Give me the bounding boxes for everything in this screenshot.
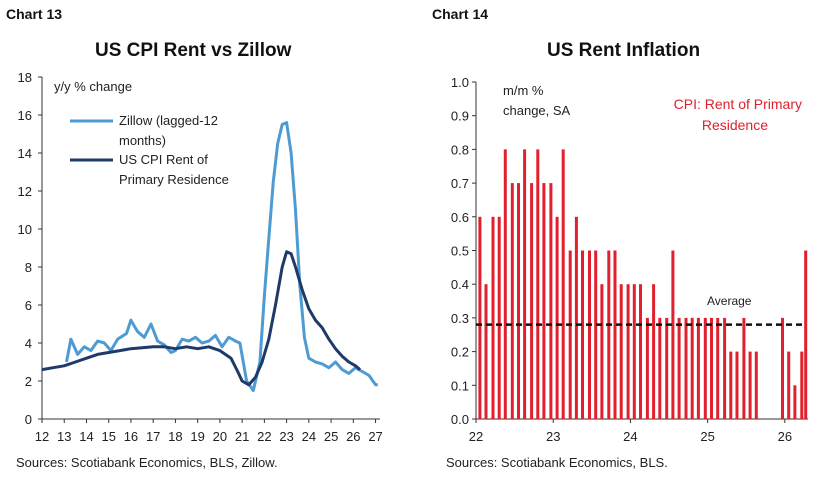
chart-13-title: US CPI Rent vs Zillow (95, 40, 292, 61)
chart-13-y-tick-label: 10 (18, 222, 32, 237)
chart-13-y-tick-label: 0 (25, 412, 32, 427)
chart-13-cpi-line (41, 250, 361, 387)
chart-14-title: US Rent Inflation (547, 40, 701, 61)
chart-13-x-tick-label: 15 (101, 429, 115, 444)
chart-13-x-tick-label: 25 (324, 429, 338, 444)
chart-13-y-tick-label: 12 (18, 184, 32, 199)
chart-13-y-tick-label: 16 (18, 108, 32, 123)
chart-13-y-tick-label: 4 (25, 336, 32, 351)
chart-13-x-tick-label: 27 (368, 429, 382, 444)
chart-13-x-tick-label: 18 (168, 429, 182, 444)
chart-13-x-tick-label: 26 (346, 429, 360, 444)
chart-13-x-tick-label: 24 (302, 429, 316, 444)
chart-13-x-tick-label: 17 (146, 429, 160, 444)
chart-13-x-tick-label: 23 (279, 429, 293, 444)
legend-cpi-label-1: US CPI Rent of (119, 152, 208, 167)
chart-13-x-tick-label: 14 (79, 429, 93, 444)
chart-13-x-tick-label: 22 (257, 429, 271, 444)
chart-13-x-tick-label: 19 (190, 429, 204, 444)
legend-zillow-label-2: months) (119, 133, 166, 148)
legend-cpi-label-2: Primary Residence (119, 172, 229, 187)
chart-13-x-tick-label: 13 (57, 429, 71, 444)
chart-13-y-tick-label: 8 (25, 260, 32, 275)
chart-14-label: Chart 14 (432, 6, 489, 22)
chart-13-y-tick-label: 6 (25, 298, 32, 313)
chart-13-y-tick-label: 18 (18, 70, 32, 85)
chart-14-source: Sources: Scotiabank Economics, BLS. (446, 455, 668, 470)
chart-13-x-tick-label: 16 (124, 429, 138, 444)
chart-13-y-tick-label: 2 (25, 374, 32, 389)
chart-13-x-tick-label: 12 (35, 429, 49, 444)
chart-13-zillow-line (65, 121, 378, 392)
chart-13-ylabel: y/y % change (54, 79, 132, 94)
chart-13-x-tick-label: 21 (235, 429, 249, 444)
chart-13-x-tick-label: 20 (213, 429, 227, 444)
legend-zillow-label-1: Zillow (lagged-12 (119, 113, 218, 128)
chart-13-legend: Zillow (lagged-12 months) US CPI Rent of… (70, 113, 229, 187)
chart-13-label: Chart 13 (6, 6, 63, 22)
chart-13-source: Sources: Scotiabank Economics, BLS, Zill… (16, 455, 278, 470)
chart-13-y-tick-label: 14 (18, 146, 32, 161)
